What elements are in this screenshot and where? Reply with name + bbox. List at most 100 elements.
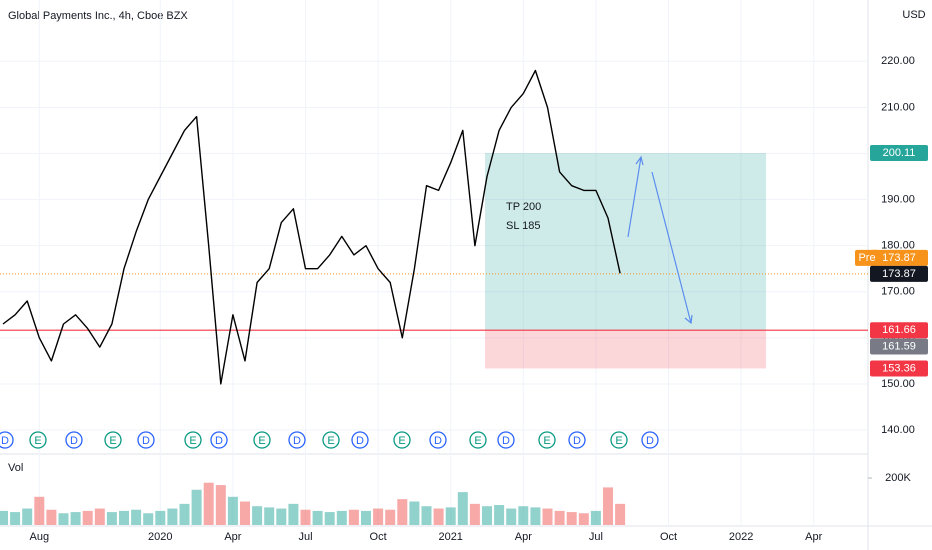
event-label: E — [327, 435, 334, 447]
y-tick-label: 140.00 — [881, 424, 915, 436]
volume-bar — [215, 485, 226, 525]
event-label: D — [646, 435, 654, 447]
volume-bar — [421, 506, 432, 525]
tag-label: Pre — [858, 252, 875, 264]
chart-title: Global Payments Inc., 4h, Cboe BZX — [8, 10, 188, 22]
volume-bar — [457, 492, 468, 525]
event-label: D — [502, 435, 510, 447]
volume-bar — [445, 507, 456, 525]
volume-bar — [34, 496, 45, 525]
event-label: D — [573, 435, 581, 447]
event-marker — [137, 431, 155, 449]
x-tick-label: 2020 — [148, 531, 172, 543]
event-label: D — [215, 435, 223, 447]
event-marker — [393, 431, 411, 449]
volume-bar — [348, 509, 359, 525]
x-tick-label: Apr — [515, 531, 532, 543]
price-badge-label: 161.59 — [882, 340, 916, 352]
volume-bar — [227, 496, 238, 525]
event-marker — [538, 431, 556, 449]
y-tick-label: 180.00 — [881, 240, 915, 252]
x-tick-label: Apr — [224, 531, 241, 543]
volume-bar — [590, 510, 601, 525]
x-tick-label: Aug — [30, 531, 50, 543]
event-marker — [610, 431, 628, 449]
event-label: E — [398, 435, 405, 447]
annotation: SL 185 — [506, 220, 540, 232]
y-tick-label: 150.00 — [881, 378, 915, 390]
event-marker — [0, 431, 14, 449]
event-marker — [29, 431, 47, 449]
price-badge — [870, 144, 928, 161]
volume-bar — [58, 513, 69, 525]
event-label: D — [1, 435, 9, 447]
volume-tick-label: 200K — [885, 472, 911, 484]
volume-bar — [10, 512, 21, 525]
volume-bar — [276, 508, 287, 525]
x-tick-label: Oct — [660, 531, 677, 543]
volume-bar — [554, 510, 565, 525]
event-marker — [288, 431, 306, 449]
x-tick-label: Apr — [805, 531, 822, 543]
position-boxes — [0, 152, 868, 369]
volume-bar — [324, 512, 335, 525]
x-tick-label: 2021 — [438, 531, 462, 543]
volume-bar — [288, 503, 299, 525]
target-zone — [485, 152, 766, 331]
event-label: E — [543, 435, 550, 447]
volume-bar — [264, 507, 275, 525]
price-badge — [870, 249, 928, 266]
volume-bar — [373, 508, 384, 525]
tag-badge — [855, 249, 879, 266]
event-label: E — [615, 435, 622, 447]
event-marker — [253, 431, 271, 449]
y-tick-label: 210.00 — [881, 101, 915, 113]
event-marker — [104, 431, 122, 449]
event-label: E — [189, 435, 196, 447]
event-label: E — [109, 435, 116, 447]
event-marker — [497, 431, 515, 449]
x-tick-label: Oct — [370, 531, 387, 543]
volume-bar — [106, 512, 117, 525]
volume-bar — [518, 506, 529, 525]
volume-bar — [530, 507, 541, 525]
volume-bar — [336, 510, 347, 525]
price-badge-label: 173.87 — [882, 268, 916, 280]
volume-bar — [300, 509, 311, 525]
volume-bar — [385, 509, 396, 525]
x-tick-label: Jul — [589, 531, 603, 543]
event-label: D — [356, 435, 364, 447]
volume-bar — [312, 510, 323, 525]
event-marker — [322, 431, 340, 449]
y-tick-label: 190.00 — [881, 193, 915, 205]
grid — [0, 0, 868, 526]
event-label: E — [474, 435, 481, 447]
price-badge — [870, 265, 928, 282]
volume-bar — [203, 482, 214, 525]
volume-bar — [469, 503, 480, 525]
volume-bar — [397, 499, 408, 525]
price-badge-label: 200.11 — [883, 147, 916, 159]
volume-bar — [94, 508, 105, 525]
volume-bar — [131, 509, 142, 525]
event-marker — [184, 431, 202, 449]
price-line — [2, 69, 621, 385]
currency: USD — [902, 9, 925, 21]
volume-bar — [433, 508, 444, 525]
event-label: D — [434, 435, 442, 447]
event-marker — [641, 431, 659, 449]
volume-bar — [167, 508, 178, 525]
event-label: D — [70, 435, 78, 447]
volume-bar — [143, 513, 154, 525]
volume-bar — [506, 508, 517, 525]
volume-bar — [240, 501, 250, 525]
plot — [0, 69, 626, 525]
stop-zone — [485, 330, 766, 369]
x-tick-label: 2022 — [729, 531, 753, 543]
event-label: E — [34, 435, 41, 447]
event-label: D — [293, 435, 301, 447]
volume-bar — [0, 510, 8, 525]
event-marker — [469, 431, 487, 449]
volume-bar — [179, 503, 190, 525]
